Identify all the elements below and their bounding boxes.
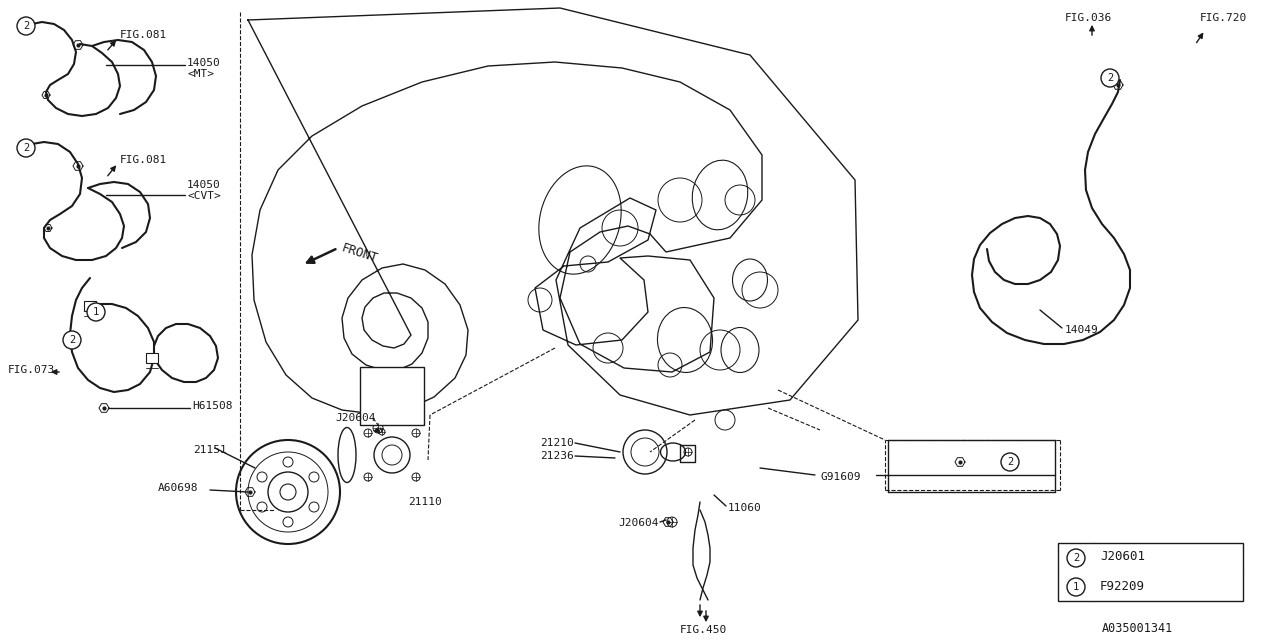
Text: A035001341: A035001341 bbox=[1102, 621, 1174, 634]
Text: FIG.450: FIG.450 bbox=[680, 625, 727, 635]
Text: FIG.081: FIG.081 bbox=[120, 30, 168, 40]
Text: <CVT>: <CVT> bbox=[187, 191, 220, 201]
Text: F92209: F92209 bbox=[1100, 579, 1146, 593]
Circle shape bbox=[87, 303, 105, 321]
Text: FIG.036: FIG.036 bbox=[1065, 13, 1112, 23]
Text: 2: 2 bbox=[23, 143, 29, 153]
Text: A60698: A60698 bbox=[157, 483, 198, 493]
Text: 11060: 11060 bbox=[728, 503, 762, 513]
Circle shape bbox=[1101, 69, 1119, 87]
Bar bbox=[360, 367, 424, 425]
Text: FIG.720: FIG.720 bbox=[1201, 13, 1247, 23]
Text: 2: 2 bbox=[1007, 457, 1014, 467]
Bar bbox=[84, 301, 96, 311]
Circle shape bbox=[17, 17, 35, 35]
Text: 2: 2 bbox=[69, 335, 76, 345]
Text: FRONT: FRONT bbox=[340, 241, 380, 265]
Text: 1: 1 bbox=[1073, 582, 1079, 592]
Text: FIG.081: FIG.081 bbox=[120, 155, 168, 165]
Circle shape bbox=[1068, 549, 1085, 567]
Circle shape bbox=[63, 331, 81, 349]
Text: 14050: 14050 bbox=[187, 180, 220, 190]
Text: 21110: 21110 bbox=[408, 497, 442, 507]
Text: 14050: 14050 bbox=[187, 58, 220, 68]
Text: H61508: H61508 bbox=[192, 401, 233, 411]
Text: J20604: J20604 bbox=[618, 518, 658, 528]
Text: 2: 2 bbox=[1073, 553, 1079, 563]
Text: 2: 2 bbox=[23, 21, 29, 31]
Circle shape bbox=[17, 139, 35, 157]
Circle shape bbox=[1068, 578, 1085, 596]
Text: J20604: J20604 bbox=[335, 413, 375, 423]
Circle shape bbox=[1001, 453, 1019, 471]
Text: FIG.073: FIG.073 bbox=[8, 365, 55, 375]
Text: <MT>: <MT> bbox=[187, 69, 214, 79]
Text: J20601: J20601 bbox=[1100, 550, 1146, 563]
Text: G91609: G91609 bbox=[820, 472, 860, 482]
Bar bbox=[1059, 543, 1243, 601]
Text: 14049: 14049 bbox=[1065, 325, 1098, 335]
Text: 21151: 21151 bbox=[193, 445, 227, 455]
Text: 21210: 21210 bbox=[540, 438, 573, 448]
Text: 21236: 21236 bbox=[540, 451, 573, 461]
Text: 2: 2 bbox=[1107, 73, 1114, 83]
Text: 1: 1 bbox=[93, 307, 99, 317]
Bar bbox=[146, 353, 157, 363]
